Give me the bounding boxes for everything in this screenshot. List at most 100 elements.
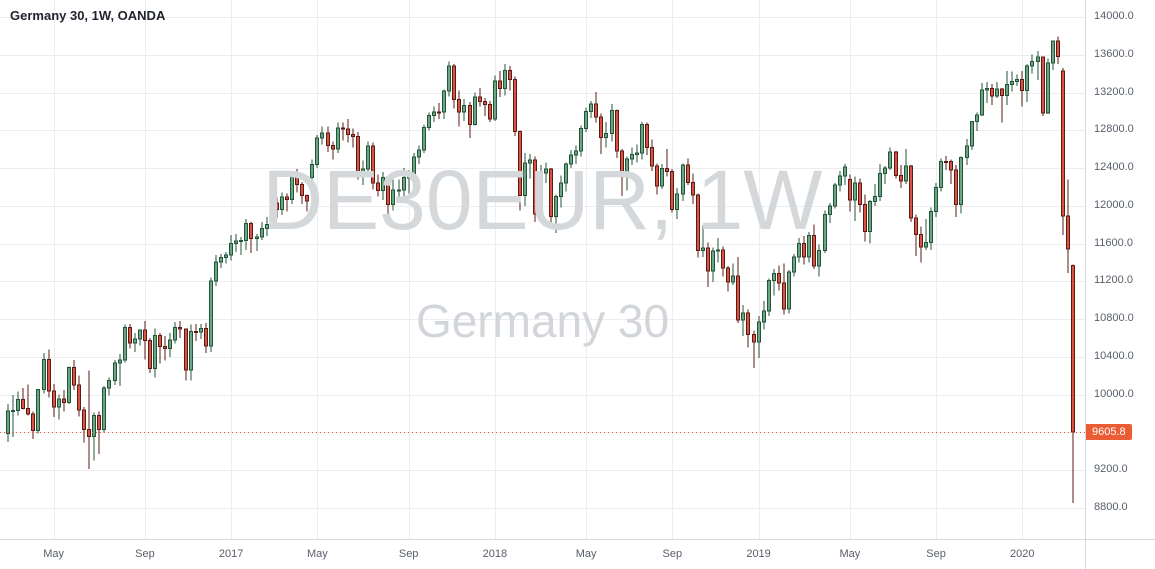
candle-up	[741, 312, 745, 321]
candle-up	[417, 149, 421, 158]
candle-down	[386, 177, 390, 205]
candle-down	[62, 398, 66, 404]
candle-down	[655, 165, 659, 187]
candle-up	[442, 90, 446, 113]
candle-up	[635, 152, 639, 156]
price-axis-label: 11600.0	[1094, 236, 1133, 249]
price-axis-label: 10800.0	[1094, 312, 1134, 325]
candle-up	[361, 168, 365, 176]
candle-up	[888, 151, 892, 169]
candle-up	[579, 127, 583, 152]
candle-up	[797, 242, 801, 258]
candle-down	[914, 217, 918, 236]
candle-up	[391, 189, 395, 205]
time-axis-label: Sep	[926, 548, 946, 560]
candle-up	[290, 175, 294, 201]
candle-up	[589, 103, 593, 112]
price-chart-pane[interactable]: DE30EUR, 1W Germany 30 Germany 30, 1W, O…	[0, 0, 1085, 539]
candle-down	[990, 88, 994, 97]
candle-up	[315, 137, 319, 165]
candle-down	[295, 175, 299, 186]
candle-up	[107, 380, 111, 389]
candle-up	[970, 120, 974, 147]
candle-up	[904, 165, 908, 182]
candle-up	[310, 163, 314, 178]
candle-down	[184, 328, 188, 371]
candle-up	[975, 114, 979, 122]
candle-up	[675, 193, 679, 211]
candle-up	[118, 359, 122, 364]
candle-up	[681, 164, 685, 195]
candle-down	[1000, 88, 1004, 97]
candle-up	[539, 172, 543, 215]
candle-down	[721, 249, 725, 269]
candle-down	[326, 132, 330, 147]
candle-up	[473, 96, 477, 125]
candle-up	[833, 184, 837, 207]
candle-up	[462, 105, 466, 113]
candle-down	[163, 345, 167, 349]
price-axis-label: 11200.0	[1094, 274, 1133, 287]
candle-down	[341, 127, 345, 130]
candle-up	[493, 80, 497, 120]
candle-down	[158, 334, 162, 347]
candle-up	[270, 202, 274, 225]
candle-up	[762, 310, 766, 323]
candle-down	[356, 136, 360, 176]
candle-up	[564, 163, 568, 184]
candle-up	[853, 182, 857, 201]
time-axis-label: 2020	[1010, 548, 1035, 560]
candle-up	[234, 240, 238, 245]
candle-down	[858, 182, 862, 206]
candle-down	[919, 234, 923, 248]
candle-up	[113, 362, 117, 382]
candle-down	[300, 184, 304, 196]
time-axis-label: 2019	[746, 548, 771, 560]
candle-up	[1030, 61, 1034, 67]
candle-up	[792, 256, 796, 273]
candle-down	[696, 194, 700, 252]
grid-lines	[0, 0, 1085, 539]
candle-down	[72, 367, 76, 386]
price-axis-label: 13600.0	[1094, 47, 1134, 60]
candle-up	[402, 176, 406, 191]
time-axis[interactable]: May Sep 2017 May Sep 2018 May Sep 2019 May Sep 2020	[0, 539, 1085, 569]
candle-up	[985, 88, 989, 91]
candle-up	[153, 334, 157, 370]
candle-down	[736, 275, 740, 321]
candle-up	[584, 110, 588, 129]
candle-down	[26, 408, 30, 415]
time-axis-label: May	[306, 548, 328, 560]
candle-down	[305, 194, 309, 202]
candle-up	[559, 182, 563, 198]
candle-down	[178, 327, 182, 330]
candle-up	[807, 234, 811, 258]
candle-down	[726, 267, 730, 283]
candle-up	[701, 247, 705, 252]
candle-down	[275, 202, 279, 210]
candle-up	[817, 250, 821, 267]
time-axis-label: May	[575, 548, 597, 560]
candle-up	[189, 331, 193, 371]
candle-down	[670, 170, 674, 211]
candle-down	[21, 398, 25, 410]
symbol-legend[interactable]: Germany 30, 1W, OANDA	[10, 8, 165, 23]
candle-up	[407, 176, 411, 179]
price-axis-label: 10000.0	[1094, 387, 1134, 400]
candle-down	[488, 103, 492, 120]
candle-down	[1056, 40, 1060, 58]
candle-down	[894, 151, 898, 176]
candle-up	[772, 273, 776, 282]
candle-up	[6, 410, 10, 434]
candle-down	[1061, 70, 1065, 217]
candle-up	[57, 398, 61, 408]
candle-down	[650, 147, 654, 167]
candle-down	[686, 164, 690, 183]
candle-down	[513, 78, 517, 133]
candle-up	[397, 189, 401, 192]
candle-down	[82, 409, 86, 430]
candle-down	[249, 222, 253, 240]
price-axis-label: 12400.0	[1094, 161, 1134, 174]
price-axis[interactable]: 9605.8 8800.09200.09600.010000.010400.01…	[1085, 0, 1155, 539]
candle-up	[199, 328, 203, 333]
